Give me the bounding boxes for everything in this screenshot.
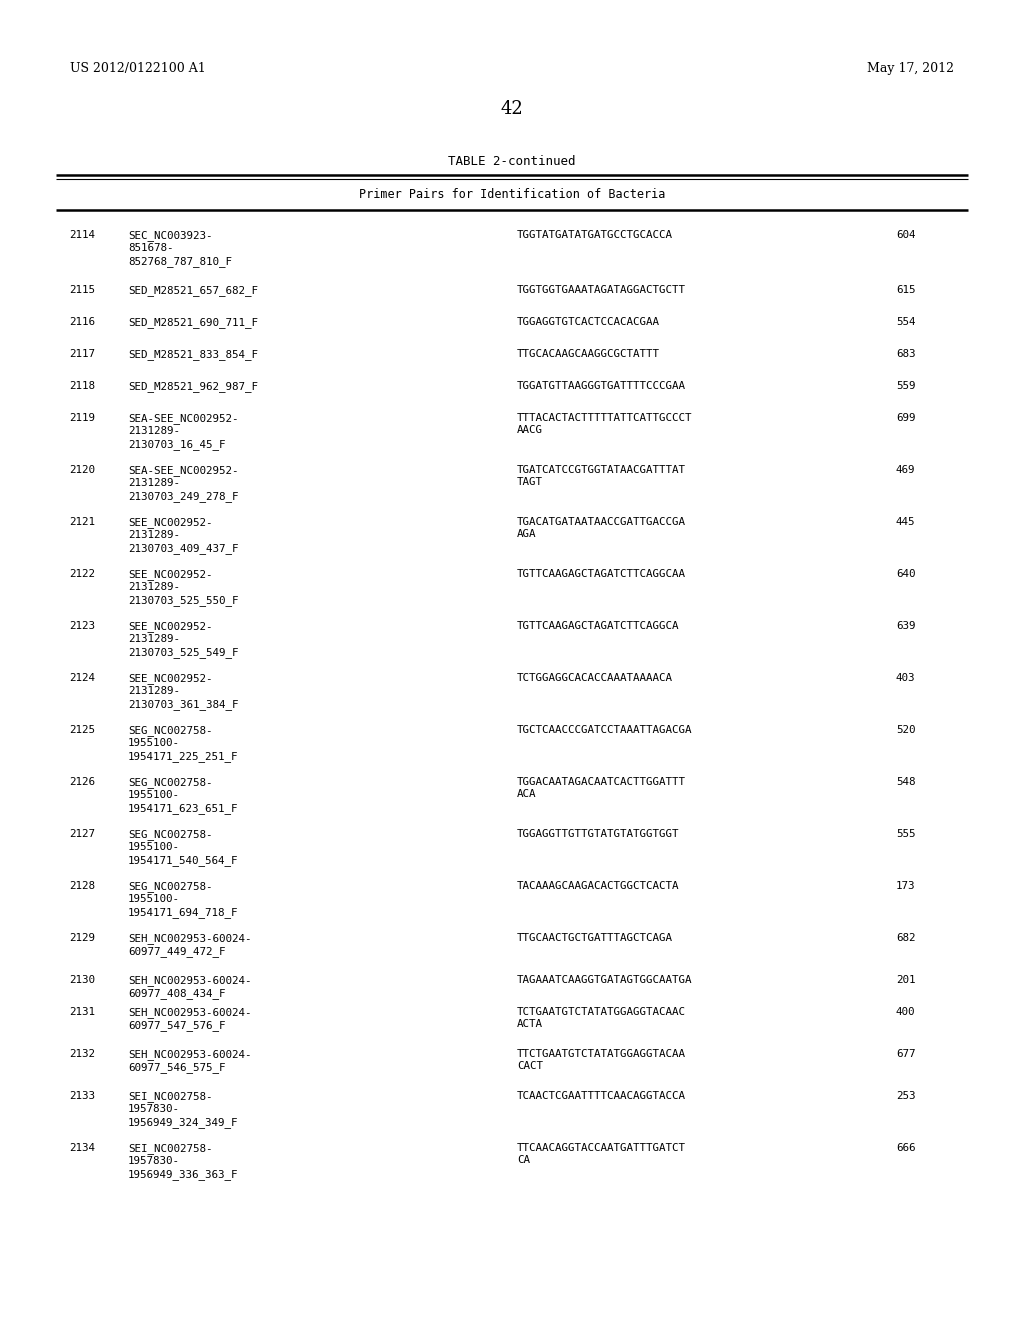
Text: TTTACACTACTTTTTATTCATTGCCCT
AACG: TTTACACTACTTTTTATTCATTGCCCT AACG [517, 413, 692, 436]
Text: TGTTCAAGAGCTAGATCTTCAGGCA: TGTTCAAGAGCTAGATCTTCAGGCA [517, 620, 680, 631]
Text: 554: 554 [896, 317, 915, 327]
Text: SEH_NC002953-60024-
60977_408_434_F: SEH_NC002953-60024- 60977_408_434_F [128, 975, 252, 999]
Text: TGGAGGTGTCACTCCACACGAA: TGGAGGTGTCACTCCACACGAA [517, 317, 660, 327]
Text: TGACATGATAATAACCGATTGACCGA
AGA: TGACATGATAATAACCGATTGACCGA AGA [517, 517, 686, 540]
Text: 2115: 2115 [70, 285, 95, 294]
Text: 604: 604 [896, 230, 915, 240]
Text: SEH_NC002953-60024-
60977_547_576_F: SEH_NC002953-60024- 60977_547_576_F [128, 1007, 252, 1031]
Text: SEE_NC002952-
2131289-
2130703_525_550_F: SEE_NC002952- 2131289- 2130703_525_550_F [128, 569, 239, 606]
Text: SED_M28521_962_987_F: SED_M28521_962_987_F [128, 381, 258, 392]
Text: TCTGGAGGCACACCAAATAAAACA: TCTGGAGGCACACCAAATAAAACA [517, 673, 673, 682]
Text: 42: 42 [501, 100, 523, 117]
Text: 2128: 2128 [70, 880, 95, 891]
Text: 2122: 2122 [70, 569, 95, 579]
Text: 548: 548 [896, 777, 915, 787]
Text: 201: 201 [896, 975, 915, 985]
Text: SEE_NC002952-
2131289-
2130703_525_549_F: SEE_NC002952- 2131289- 2130703_525_549_F [128, 620, 239, 657]
Text: SEI_NC002758-
1957830-
1956949_336_363_F: SEI_NC002758- 1957830- 1956949_336_363_F [128, 1143, 239, 1180]
Text: TGGATGTTAAGGGTGATTTTCCCGAA: TGGATGTTAAGGGTGATTTTCCCGAA [517, 381, 686, 391]
Text: SEA-SEE_NC002952-
2131289-
2130703_16_45_F: SEA-SEE_NC002952- 2131289- 2130703_16_45… [128, 413, 239, 450]
Text: SED_M28521_833_854_F: SED_M28521_833_854_F [128, 348, 258, 360]
Text: SEG_NC002758-
1955100-
1954171_623_651_F: SEG_NC002758- 1955100- 1954171_623_651_F [128, 777, 239, 813]
Text: 2121: 2121 [70, 517, 95, 527]
Text: 2130: 2130 [70, 975, 95, 985]
Text: May 17, 2012: May 17, 2012 [867, 62, 954, 75]
Text: TABLE 2-continued: TABLE 2-continued [449, 154, 575, 168]
Text: 666: 666 [896, 1143, 915, 1152]
Text: 253: 253 [896, 1092, 915, 1101]
Text: TTCTGAATGTCTATATGGAGGTACAA
CACT: TTCTGAATGTCTATATGGAGGTACAA CACT [517, 1049, 686, 1072]
Text: 2124: 2124 [70, 673, 95, 682]
Text: 2114: 2114 [70, 230, 95, 240]
Text: TTCAACAGGTACCAATGATTTGATCT
CA: TTCAACAGGTACCAATGATTTGATCT CA [517, 1143, 686, 1166]
Text: 682: 682 [896, 933, 915, 942]
Text: 555: 555 [896, 829, 915, 840]
Text: SEH_NC002953-60024-
60977_449_472_F: SEH_NC002953-60024- 60977_449_472_F [128, 933, 252, 957]
Text: 2129: 2129 [70, 933, 95, 942]
Text: US 2012/0122100 A1: US 2012/0122100 A1 [70, 62, 206, 75]
Text: 445: 445 [896, 517, 915, 527]
Text: 699: 699 [896, 413, 915, 422]
Text: 2123: 2123 [70, 620, 95, 631]
Text: Primer Pairs for Identification of Bacteria: Primer Pairs for Identification of Bacte… [358, 187, 666, 201]
Text: 520: 520 [896, 725, 915, 735]
Text: 639: 639 [896, 620, 915, 631]
Text: 677: 677 [896, 1049, 915, 1059]
Text: SEH_NC002953-60024-
60977_546_575_F: SEH_NC002953-60024- 60977_546_575_F [128, 1049, 252, 1073]
Text: 2118: 2118 [70, 381, 95, 391]
Text: 2133: 2133 [70, 1092, 95, 1101]
Text: 2132: 2132 [70, 1049, 95, 1059]
Text: TTGCACAAGCAAGGCGCTATTT: TTGCACAAGCAAGGCGCTATTT [517, 348, 660, 359]
Text: 2120: 2120 [70, 465, 95, 475]
Text: 403: 403 [896, 673, 915, 682]
Text: 2127: 2127 [70, 829, 95, 840]
Text: SEE_NC002952-
2131289-
2130703_361_384_F: SEE_NC002952- 2131289- 2130703_361_384_F [128, 673, 239, 710]
Text: TTGCAACTGCTGATTTAGCTCAGA: TTGCAACTGCTGATTTAGCTCAGA [517, 933, 673, 942]
Text: TCTGAATGTCTATATGGAGGTACAAC
ACTA: TCTGAATGTCTATATGGAGGTACAAC ACTA [517, 1007, 686, 1030]
Text: SEI_NC002758-
1957830-
1956949_324_349_F: SEI_NC002758- 1957830- 1956949_324_349_F [128, 1092, 239, 1127]
Text: SEC_NC003923-
851678-
852768_787_810_F: SEC_NC003923- 851678- 852768_787_810_F [128, 230, 232, 267]
Text: 2116: 2116 [70, 317, 95, 327]
Text: TCAACTCGAATTTTCAACAGGTACCA: TCAACTCGAATTTTCAACAGGTACCA [517, 1092, 686, 1101]
Text: 2126: 2126 [70, 777, 95, 787]
Text: 2117: 2117 [70, 348, 95, 359]
Text: TGGAGGTTGTTGTATGTATGGTGGT: TGGAGGTTGTTGTATGTATGGTGGT [517, 829, 680, 840]
Text: 615: 615 [896, 285, 915, 294]
Text: 559: 559 [896, 381, 915, 391]
Text: SED_M28521_657_682_F: SED_M28521_657_682_F [128, 285, 258, 296]
Text: SEG_NC002758-
1955100-
1954171_694_718_F: SEG_NC002758- 1955100- 1954171_694_718_F [128, 880, 239, 917]
Text: 2134: 2134 [70, 1143, 95, 1152]
Text: 173: 173 [896, 880, 915, 891]
Text: TGGTGGTGAAATAGATAGGACTGCTT: TGGTGGTGAAATAGATAGGACTGCTT [517, 285, 686, 294]
Text: SEA-SEE_NC002952-
2131289-
2130703_249_278_F: SEA-SEE_NC002952- 2131289- 2130703_249_2… [128, 465, 239, 502]
Text: TGATCATCCGTGGTATAACGATTTAT
TAGT: TGATCATCCGTGGTATAACGATTTAT TAGT [517, 465, 686, 487]
Text: 640: 640 [896, 569, 915, 579]
Text: 2119: 2119 [70, 413, 95, 422]
Text: 683: 683 [896, 348, 915, 359]
Text: TGCTCAACCCGATCCTAAATTAGACGA: TGCTCAACCCGATCCTAAATTAGACGA [517, 725, 692, 735]
Text: 2125: 2125 [70, 725, 95, 735]
Text: SED_M28521_690_711_F: SED_M28521_690_711_F [128, 317, 258, 327]
Text: 469: 469 [896, 465, 915, 475]
Text: TGTTCAAGAGCTAGATCTTCAGGCAA: TGTTCAAGAGCTAGATCTTCAGGCAA [517, 569, 686, 579]
Text: SEG_NC002758-
1955100-
1954171_540_564_F: SEG_NC002758- 1955100- 1954171_540_564_F [128, 829, 239, 866]
Text: TACAAAGCAAGACACTGGCTCACTA: TACAAAGCAAGACACTGGCTCACTA [517, 880, 680, 891]
Text: TGGACAATAGACAATCACTTGGATTT
ACA: TGGACAATAGACAATCACTTGGATTT ACA [517, 777, 686, 800]
Text: SEG_NC002758-
1955100-
1954171_225_251_F: SEG_NC002758- 1955100- 1954171_225_251_F [128, 725, 239, 762]
Text: TAGAAATCAAGGTGATAGTGGCAATGA: TAGAAATCAAGGTGATAGTGGCAATGA [517, 975, 692, 985]
Text: 2131: 2131 [70, 1007, 95, 1016]
Text: 400: 400 [896, 1007, 915, 1016]
Text: SEE_NC002952-
2131289-
2130703_409_437_F: SEE_NC002952- 2131289- 2130703_409_437_F [128, 517, 239, 553]
Text: TGGTATGATATGATGCCTGCACCA: TGGTATGATATGATGCCTGCACCA [517, 230, 673, 240]
